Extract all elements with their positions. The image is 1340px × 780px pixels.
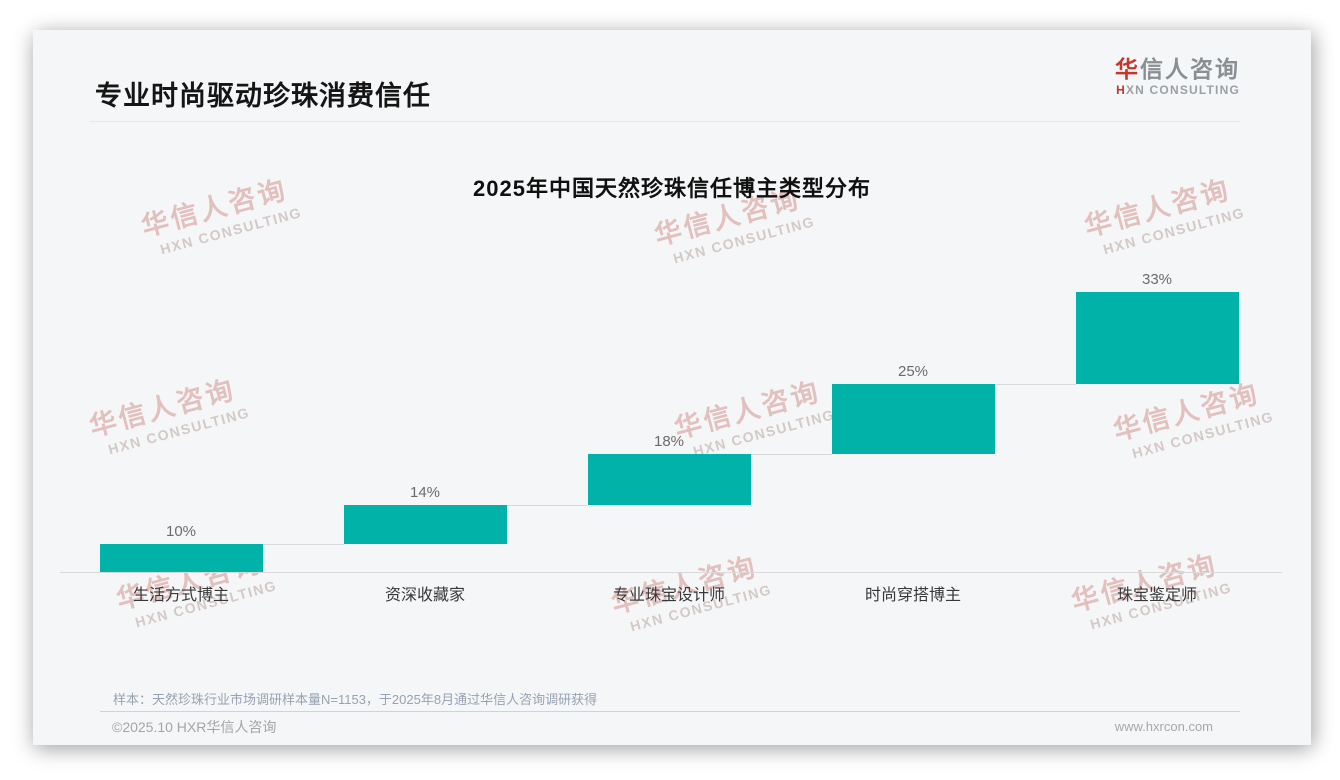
waterfall-bar-时尚穿搭博主 <box>831 384 995 455</box>
logo-wordmark: 华信人咨询 <box>1115 56 1240 82</box>
copyright-text: ©2025.10 HXR华信人咨询 <box>112 719 277 735</box>
waterfall-bar-生活方式博主 <box>99 544 263 572</box>
logo-zh-rest: 信人咨询 <box>1140 56 1240 82</box>
report-card <box>33 30 1311 745</box>
waterfall-bar-专业珠宝设计师 <box>587 454 751 505</box>
step-connector-line <box>262 544 344 545</box>
category-label: 专业珠宝设计师 <box>612 587 726 604</box>
value-label: 10% <box>165 523 197 540</box>
logo-en-rest: XN CONSULTING <box>1125 83 1240 98</box>
step-connector-line <box>506 504 588 506</box>
step-connector-line <box>750 454 832 456</box>
value-label: 25% <box>897 363 929 381</box>
logo-en-accent: H <box>1116 83 1126 98</box>
category-label: 生活方式博主 <box>132 587 230 604</box>
waterfall-bar-珠宝鉴定师 <box>1075 292 1239 385</box>
brand-logo: 华信人咨询 HXN CONSULTING <box>1115 56 1240 98</box>
category-label: 珠宝鉴定师 <box>1116 587 1198 604</box>
heading-divider <box>90 121 1240 122</box>
chart-title: 2025年中国天然珍珠信任博主类型分布 <box>473 176 871 201</box>
sample-note: 样本：天然珍珠行业市场调研样本量N=1153，于2025年8月通过华信人咨询调研… <box>113 692 598 707</box>
logo-zh-accent: 华 <box>1115 56 1140 82</box>
category-label: 时尚穿搭博主 <box>864 587 962 604</box>
step-connector-line <box>994 384 1076 386</box>
website-link[interactable]: www.hxrcon.com <box>1114 719 1213 734</box>
waterfall-bar-资深收藏家 <box>343 504 507 544</box>
value-label: 14% <box>409 483 441 501</box>
value-label: 18% <box>653 433 685 451</box>
x-axis-line <box>60 572 1282 573</box>
footer-divider <box>100 711 1240 712</box>
category-label: 资深收藏家 <box>384 587 466 604</box>
logo-subtitle: HXN CONSULTING <box>1115 84 1240 98</box>
page-title: 专业时尚驱动珍珠消费信任 <box>95 81 431 111</box>
value-label: 33% <box>1141 271 1173 288</box>
